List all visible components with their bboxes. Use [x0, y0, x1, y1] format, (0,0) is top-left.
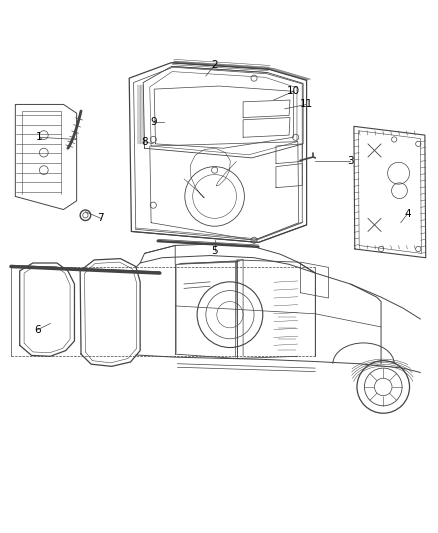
Text: 3: 3: [347, 156, 354, 166]
Text: 5: 5: [211, 246, 218, 256]
Text: 8: 8: [141, 136, 148, 147]
Text: 1: 1: [36, 132, 43, 142]
Text: 6: 6: [34, 325, 41, 335]
Text: 10: 10: [287, 86, 300, 96]
Text: 2: 2: [211, 60, 218, 70]
Text: 4: 4: [404, 209, 411, 219]
Text: 11: 11: [300, 100, 313, 109]
Text: 9: 9: [150, 117, 157, 127]
Text: 7: 7: [97, 213, 104, 223]
